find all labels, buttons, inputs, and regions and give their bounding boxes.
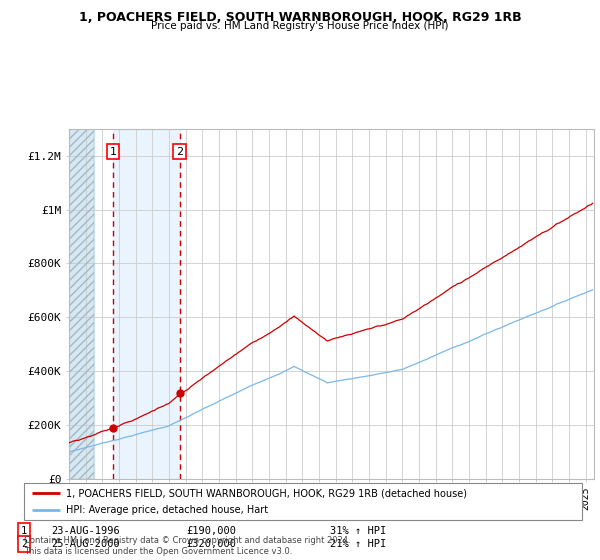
Text: £320,000: £320,000 [186,539,236,549]
Text: 1: 1 [110,147,116,157]
Text: £190,000: £190,000 [186,526,236,536]
FancyBboxPatch shape [24,483,582,520]
Bar [113,129,179,479]
Text: 2: 2 [176,147,183,157]
Text: Price paid vs. HM Land Registry's House Price Index (HPI): Price paid vs. HM Land Registry's House … [151,21,449,31]
Text: 1, POACHERS FIELD, SOUTH WARNBOROUGH, HOOK, RG29 1RB: 1, POACHERS FIELD, SOUTH WARNBOROUGH, HO… [79,11,521,24]
Text: HPI: Average price, detached house, Hart: HPI: Average price, detached house, Hart [66,505,268,515]
Text: 1: 1 [21,526,27,536]
Text: 23-AUG-1996: 23-AUG-1996 [51,526,120,536]
Text: 31% ↑ HPI: 31% ↑ HPI [330,526,386,536]
Text: 1, POACHERS FIELD, SOUTH WARNBOROUGH, HOOK, RG29 1RB (detached house): 1, POACHERS FIELD, SOUTH WARNBOROUGH, HO… [66,488,467,498]
Text: 2: 2 [21,539,27,549]
Text: 25-AUG-2000: 25-AUG-2000 [51,539,120,549]
Text: 21% ↑ HPI: 21% ↑ HPI [330,539,386,549]
Text: Contains HM Land Registry data © Crown copyright and database right 2024.
This d: Contains HM Land Registry data © Crown c… [24,536,350,556]
